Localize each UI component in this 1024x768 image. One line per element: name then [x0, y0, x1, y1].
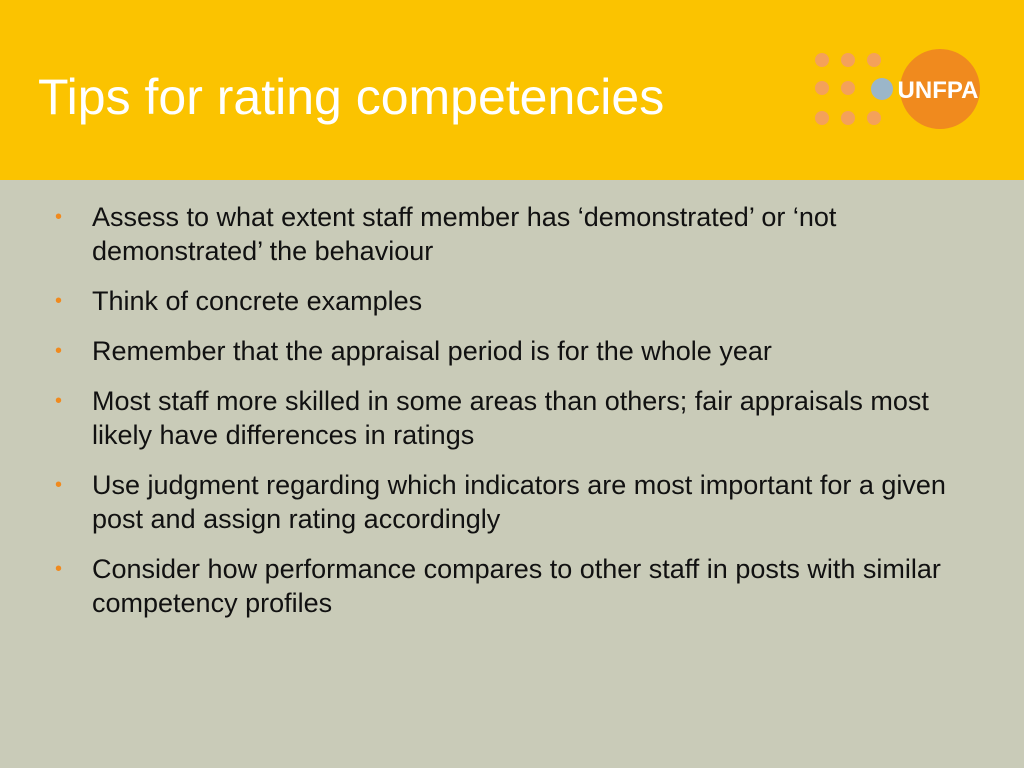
bullet-item: Use judgment regarding which indicators … [55, 468, 955, 536]
bullet-item: Remember that the appraisal period is fo… [55, 334, 955, 368]
logo-text: UNFPA [898, 77, 979, 104]
bullet-item: Think of concrete examples [55, 284, 955, 318]
bullet-item: Most staff more skilled in some areas th… [55, 384, 955, 452]
header-band: Tips for rating competencies UNFPA [0, 0, 1024, 180]
bullet-list: Assess to what extent staff member has ‘… [55, 200, 955, 636]
bullet-item: Consider how performance compares to oth… [55, 552, 955, 620]
logo: UNFPA [815, 49, 980, 129]
slide-title: Tips for rating competencies [38, 69, 665, 125]
bullet-item: Assess to what extent staff member has ‘… [55, 200, 955, 268]
